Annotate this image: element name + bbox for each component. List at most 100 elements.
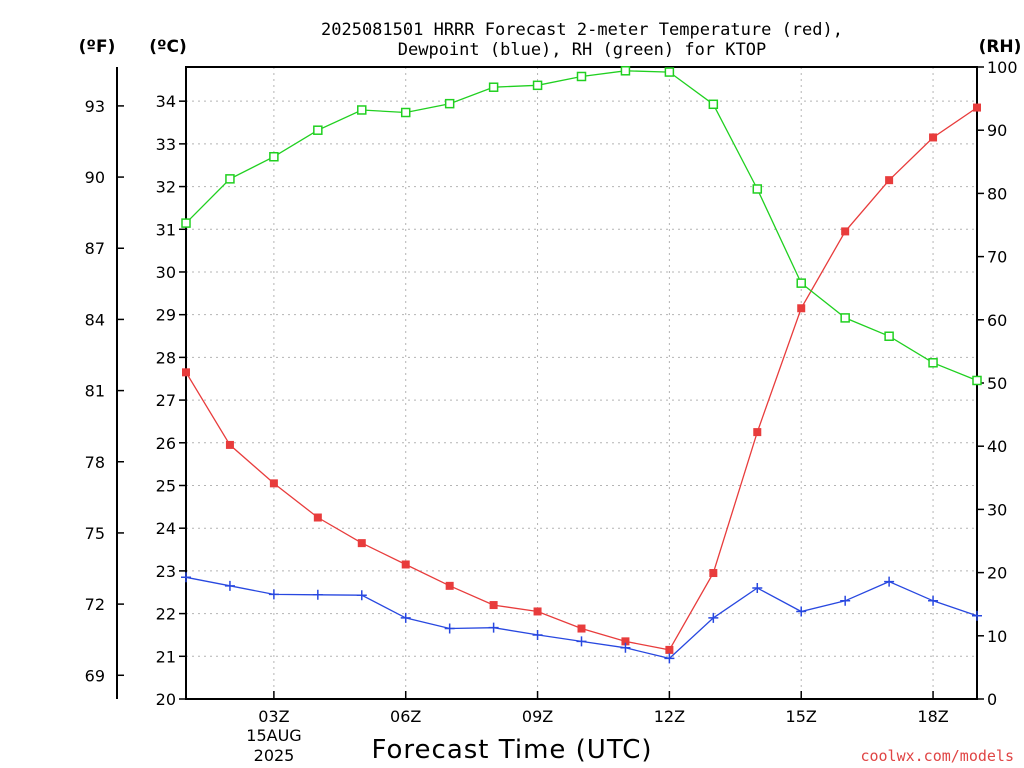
dewpoint-point <box>268 589 279 600</box>
celsius-tick-label: 26 <box>156 434 176 453</box>
x-tick-label: 03Z <box>258 707 289 726</box>
celsius-tick-label: 25 <box>156 476 176 495</box>
dewpoint-point <box>576 636 587 647</box>
rh-point <box>972 375 982 386</box>
temperature-point <box>445 581 454 590</box>
temperature-point <box>577 624 586 633</box>
rh-point <box>400 107 411 118</box>
fahrenheit-tick-label: 75 <box>85 524 105 543</box>
tick-labels: 20 21 22 23 24 25 26 27 28 29 30 31 32 33 34 0 10 20 30 40 5… <box>85 58 1018 726</box>
dewpoint-point <box>972 610 982 621</box>
temperature-point <box>357 539 366 548</box>
temperature-point <box>225 440 234 449</box>
fahrenheit-tick-label: 84 <box>85 310 105 329</box>
fahrenheit-tick-label: 72 <box>85 595 105 614</box>
celsius-axis-label: (ºC) <box>149 37 187 57</box>
temperature-point <box>709 569 718 578</box>
data-series <box>181 66 982 664</box>
rh-tick-label: 100 <box>987 58 1018 77</box>
rh-point <box>225 174 235 184</box>
dewpoint-point <box>708 612 719 623</box>
grid-lines <box>186 67 977 699</box>
x-date-label-year: 2025 <box>254 746 295 765</box>
dewpoint-point <box>752 582 763 593</box>
rh-point <box>752 184 763 194</box>
chart-title-line-1: 2025081501 HRRR Forecast 2-meter Tempera… <box>321 20 843 40</box>
fahrenheit-tick-label: 78 <box>85 453 105 472</box>
temperature-point <box>182 368 190 377</box>
rh-tick-label: 60 <box>987 311 1007 330</box>
x-tick-label: 09Z <box>522 707 553 726</box>
rh-point <box>620 66 631 76</box>
dewpoint-point <box>664 653 675 664</box>
x-tick-label: 06Z <box>390 707 421 726</box>
x-date-label-day: 15AUG <box>246 726 301 745</box>
rh-point <box>269 151 279 162</box>
fahrenheit-tick-label: 69 <box>85 666 105 685</box>
credit-link[interactable]: coolwx.com/models <box>860 747 1014 765</box>
temperature-point <box>885 176 894 185</box>
celsius-tick-label: 20 <box>156 690 176 709</box>
rh-point <box>181 218 191 228</box>
temperature-point <box>313 513 322 522</box>
temperature-point <box>973 103 981 112</box>
dewpoint-point <box>444 623 455 634</box>
dewpoint-point <box>620 642 631 653</box>
x-tick-label: 18Z <box>917 707 948 726</box>
celsius-tick-label: 32 <box>156 178 176 197</box>
rh-tick-label: 30 <box>987 500 1007 519</box>
temperature-point <box>269 479 278 488</box>
dewpoint-point <box>532 629 543 640</box>
celsius-tick-label: 31 <box>156 220 176 239</box>
series-line-2 <box>185 70 978 382</box>
rh-tick-label: 0 <box>987 690 997 709</box>
dewpoint-point <box>840 595 851 606</box>
temperature-point <box>841 227 850 236</box>
temperature-point <box>797 304 806 313</box>
dewpoint-point <box>356 590 367 601</box>
celsius-tick-label: 33 <box>156 135 176 154</box>
rh-point <box>313 125 323 135</box>
rh-tick-label: 20 <box>987 564 1007 583</box>
temperature-point <box>533 607 542 616</box>
rh-tick-label: 90 <box>987 121 1007 140</box>
x-tick-label: 15Z <box>786 707 817 726</box>
rh-point <box>664 67 675 77</box>
temperature-point <box>401 560 410 569</box>
plot-frame <box>185 66 978 700</box>
rh-point <box>708 99 719 110</box>
rh-axis-label: (RH) <box>979 37 1022 57</box>
rh-tick-label: 70 <box>987 248 1007 267</box>
fahrenheit-axis-label: (ºF) <box>79 37 116 57</box>
celsius-tick-label: 27 <box>156 391 176 410</box>
fahrenheit-tick-label: 90 <box>85 168 105 187</box>
dewpoint-point <box>181 572 191 583</box>
celsius-tick-label: 24 <box>156 519 176 538</box>
fahrenheit-tick-label: 93 <box>85 97 105 116</box>
dewpoint-point <box>312 589 323 600</box>
temperature-point <box>489 601 498 610</box>
rh-point <box>576 71 587 82</box>
rh-tick-label: 50 <box>987 374 1007 393</box>
rh-point <box>796 278 806 288</box>
celsius-tick-label: 21 <box>156 647 176 666</box>
rh-point <box>488 82 499 92</box>
chart-title-line-2: Dewpoint (blue), RH (green) for KTOP <box>398 40 766 60</box>
rh-point <box>884 331 894 341</box>
temperature-point <box>753 428 762 437</box>
dewpoint-point <box>796 606 807 617</box>
celsius-tick-label: 28 <box>156 348 176 367</box>
dewpoint-point <box>884 576 895 587</box>
rh-point <box>928 358 938 368</box>
temperature-point <box>665 645 674 654</box>
rh-tick-label: 10 <box>987 627 1007 646</box>
temperature-point <box>929 133 938 142</box>
series-line-0 <box>185 107 978 651</box>
rh-point <box>840 313 850 323</box>
fahrenheit-tick-label: 81 <box>85 382 105 401</box>
rh-point <box>357 105 367 115</box>
fahrenheit-tick-label: 87 <box>85 239 105 258</box>
celsius-tick-label: 23 <box>156 562 176 581</box>
x-axis-title: Forecast Time (UTC) <box>371 735 652 765</box>
